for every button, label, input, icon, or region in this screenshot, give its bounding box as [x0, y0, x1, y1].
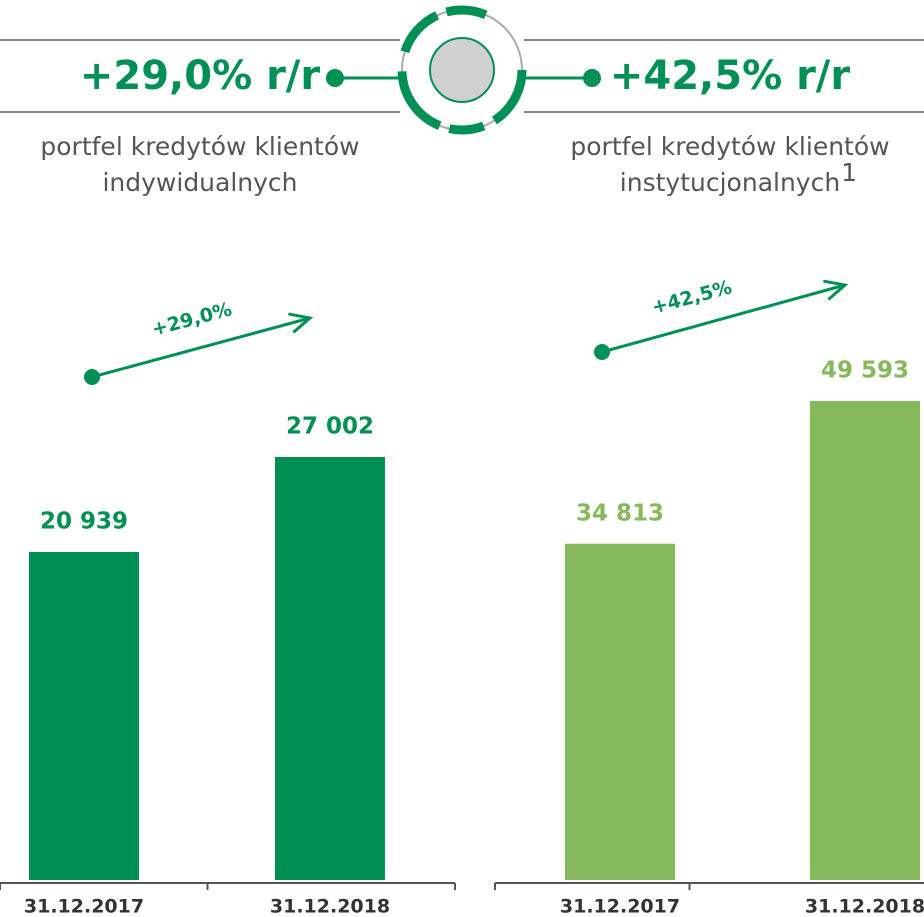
x-tick-label: 31.12.2018	[270, 896, 390, 917]
value-label: 34 813	[576, 500, 664, 526]
bar	[275, 457, 385, 880]
bar	[810, 401, 920, 880]
arrow-head	[288, 312, 314, 334]
bar	[565, 543, 675, 880]
growth-label: +29,0%	[149, 298, 234, 340]
value-label: 49 593	[821, 358, 909, 384]
ring-segments	[397, 5, 527, 135]
value-label: 27 002	[286, 414, 374, 440]
subtitle: portfel kredytów klientów	[570, 132, 889, 161]
x-tick-label: 31.12.2017	[24, 896, 144, 917]
arrow-dot	[594, 344, 610, 360]
arrow-dot	[84, 369, 100, 385]
growth-arrow	[601, 283, 846, 354]
x-tick-label: 31.12.2018	[805, 896, 924, 917]
arrow-head	[823, 279, 849, 301]
growth-arrow	[91, 316, 311, 379]
growth-label: +42,5%	[649, 276, 734, 318]
x-tick-label: 31.12.2017	[560, 896, 680, 917]
value-label: 20 939	[40, 508, 128, 534]
subtitle: portfel kredytów klientów	[40, 132, 359, 161]
footnote-mark: 1	[841, 158, 857, 187]
subtitle: indywidualnych	[102, 168, 297, 197]
header-title: +29,0% r/r	[80, 53, 321, 99]
connector-dot	[583, 69, 601, 87]
center-circle	[429, 37, 495, 103]
bar	[29, 551, 139, 880]
connector-dot	[326, 69, 344, 87]
subtitle: instytucjonalnych	[620, 168, 840, 197]
header-title: +42,5% r/r	[610, 53, 851, 99]
